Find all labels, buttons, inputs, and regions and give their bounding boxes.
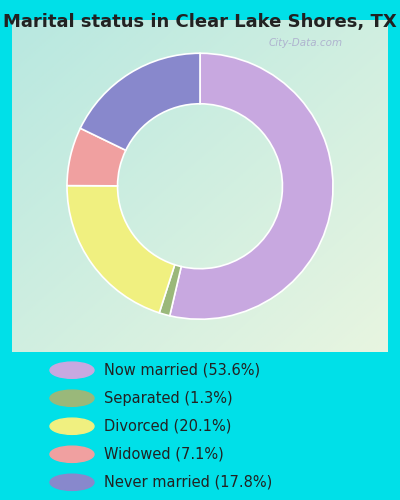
Circle shape [50, 362, 94, 378]
Text: Widowed (7.1%): Widowed (7.1%) [104, 447, 224, 462]
Text: Never married (17.8%): Never married (17.8%) [104, 475, 272, 490]
Circle shape [50, 446, 94, 462]
Text: Separated (1.3%): Separated (1.3%) [104, 390, 233, 406]
Text: City-Data.com: City-Data.com [268, 38, 342, 48]
Wedge shape [67, 186, 175, 313]
Circle shape [50, 390, 94, 406]
Text: Now married (53.6%): Now married (53.6%) [104, 362, 260, 378]
Wedge shape [170, 53, 333, 319]
Circle shape [50, 474, 94, 490]
Wedge shape [80, 53, 200, 150]
Text: Divorced (20.1%): Divorced (20.1%) [104, 419, 231, 434]
Circle shape [50, 418, 94, 434]
Wedge shape [159, 264, 181, 316]
Text: Marital status in Clear Lake Shores, TX: Marital status in Clear Lake Shores, TX [3, 12, 397, 30]
Wedge shape [67, 128, 126, 186]
